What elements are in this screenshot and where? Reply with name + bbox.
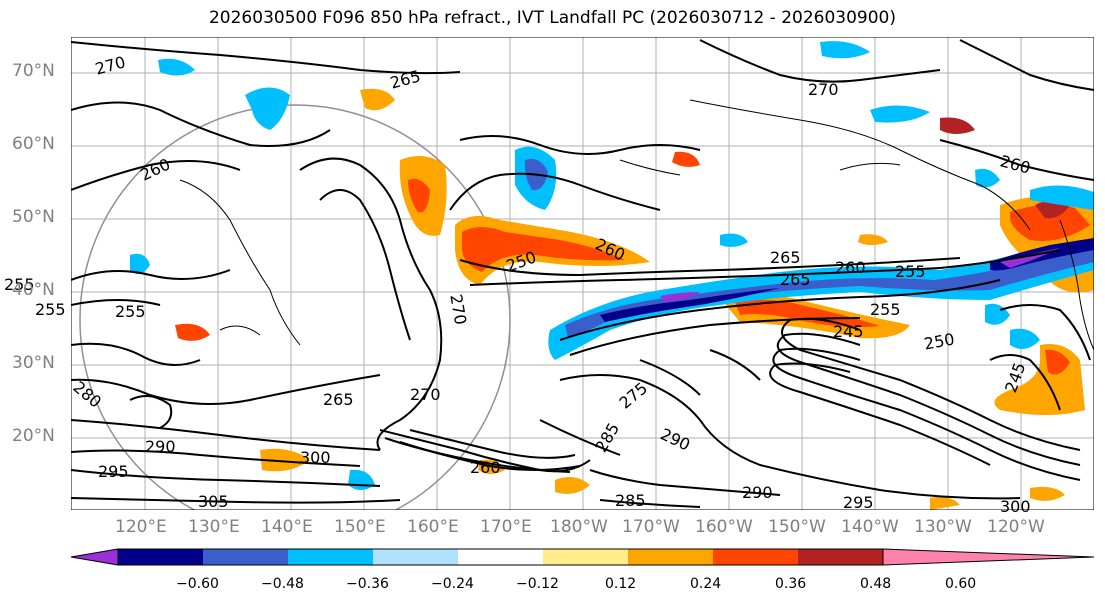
colorbar-segment — [373, 549, 458, 565]
map-panel — [71, 37, 1094, 510]
lat-label-20: 20°N — [12, 426, 55, 446]
lon-label-130w: 130°W — [914, 517, 972, 537]
colorbar-tick-label: 0.12 — [605, 576, 637, 592]
colorbar-tick-label: 0.60 — [945, 576, 977, 592]
contour-label: 265 — [323, 390, 354, 409]
colorbar-segment — [882, 548, 1095, 566]
reference-circle — [79, 104, 511, 510]
contour-label: 255 — [115, 302, 146, 321]
colorbar-segment — [288, 549, 373, 565]
shading-fields — [130, 41, 1094, 510]
lon-label-120e: 120°E — [115, 517, 167, 537]
contour-label: 305 — [198, 492, 229, 511]
lon-label-180w: 180°W — [550, 517, 608, 537]
lon-label-160e: 160°E — [407, 517, 459, 537]
contour-label: 300 — [300, 448, 331, 467]
colorbar-segment — [628, 549, 713, 565]
lat-label-70: 70°N — [12, 61, 55, 81]
contour-label: 290 — [742, 483, 773, 502]
colorbar-tick-label: −0.12 — [516, 576, 559, 592]
lon-label-150w: 150°W — [768, 517, 826, 537]
contour-lines — [71, 39, 1094, 508]
contour-label: 285 — [615, 491, 646, 510]
contour-label: 290 — [145, 437, 176, 456]
lon-label-140e: 140°E — [261, 517, 313, 537]
lon-label-170w: 170°W — [622, 517, 680, 537]
lon-label-130e: 130°E — [188, 517, 240, 537]
contour-label: 270 — [808, 80, 839, 99]
contour-label: 300 — [1000, 497, 1031, 516]
colorbar-segment — [118, 549, 203, 565]
lat-label-60: 60°N — [12, 134, 55, 154]
colorbar-segment — [798, 549, 883, 565]
lat-label-30: 30°N — [12, 353, 55, 373]
coastlines — [179, 99, 1094, 351]
contour-label: 270 — [410, 385, 441, 404]
colorbar-border — [117, 548, 884, 566]
lon-label-140w: 140°W — [841, 517, 899, 537]
lat-label-40: 40°N — [12, 280, 55, 300]
contour-label: 260 — [470, 458, 501, 477]
colorbar — [70, 548, 1095, 566]
contour-label: 295 — [843, 493, 874, 512]
contour-label: 295 — [98, 462, 129, 481]
contour-label: 255 — [870, 300, 901, 319]
colorbar-segment — [713, 549, 798, 565]
contour-label: 255 — [35, 300, 66, 319]
colorbar-tick-label: −0.36 — [346, 576, 389, 592]
colorbar-tick-label: −0.60 — [176, 576, 219, 592]
colorbar-tick-label: −0.48 — [261, 576, 304, 592]
contour-label: 255 — [4, 275, 35, 294]
colorbar-segment — [543, 549, 628, 565]
contour-label: 255 — [895, 262, 926, 281]
lat-label-50: 50°N — [12, 207, 55, 227]
colorbar-tick-label: −0.24 — [431, 576, 474, 592]
contour-label: 265 — [770, 248, 801, 267]
contour-label: 245 — [833, 322, 864, 341]
lon-label-170e: 170°E — [480, 517, 532, 537]
colorbar-tick-label: 0.36 — [775, 576, 807, 592]
contour-label: 265 — [780, 270, 811, 289]
colorbar-segment — [203, 549, 288, 565]
map-title: 2026030500 F096 850 hPa refract., IVT La… — [208, 8, 896, 28]
lon-label-150e: 150°E — [334, 517, 386, 537]
lon-label-160w: 160°W — [695, 517, 753, 537]
colorbar-tick-label: 0.24 — [690, 576, 722, 592]
colorbar-segment — [70, 548, 119, 566]
lon-label-120w: 120°W — [987, 517, 1045, 537]
colorbar-segment — [458, 549, 543, 565]
contour-label: 260 — [835, 258, 866, 277]
colorbar-tick-label: 0.48 — [860, 576, 892, 592]
